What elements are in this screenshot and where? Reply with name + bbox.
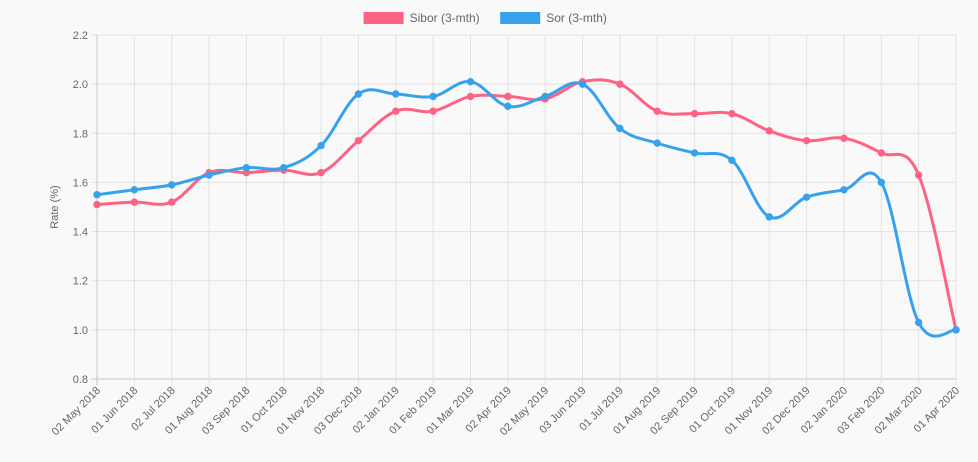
data-point-sor-3-mth: [167, 181, 176, 189]
data-point-sor-3-mth: [466, 77, 475, 86]
data-point-sor-3-mth: [205, 171, 213, 179]
data-point-sor-3-mth: [130, 186, 139, 194]
data-point-sor-3-mth: [765, 213, 773, 221]
data-point-sibor-3-mth: [690, 109, 699, 118]
data-point-sibor-3-mth: [914, 171, 923, 179]
series-line-sor-3-mth: [96, 80, 957, 338]
data-point-sibor-3-mth: [167, 198, 176, 206]
y-tick-label: 0.8: [73, 374, 88, 386]
data-point-sor-3-mth: [690, 149, 699, 157]
grid: [91, 34, 957, 385]
y-axis-title: Rate (%): [49, 185, 61, 228]
data-point-sibor-3-mth: [93, 200, 101, 209]
data-point-sibor-3-mth: [354, 136, 363, 145]
y-tick-label: 1.4: [73, 227, 88, 239]
data-point-sor-3-mth: [429, 92, 437, 101]
data-point-sor-3-mth: [802, 193, 811, 201]
data-point-sibor-3-mth: [765, 127, 773, 135]
data-point-sibor-3-mth: [728, 109, 736, 118]
series: [93, 77, 960, 338]
legend[interactable]: Sibor (3-mth) Sor (3-mth): [363, 11, 607, 25]
data-point-sor-3-mth: [728, 156, 736, 165]
data-point-sor-3-mth: [653, 139, 661, 147]
data-point-sor-3-mth: [877, 178, 886, 187]
data-point-sibor-3-mth: [877, 149, 886, 157]
data-point-sibor-3-mth: [653, 107, 661, 115]
data-point-sor-3-mth: [840, 186, 848, 194]
data-point-sibor-3-mth: [466, 92, 475, 101]
y-tick-label: 1.6: [73, 177, 88, 189]
data-point-sor-3-mth: [616, 124, 624, 133]
data-point-sor-3-mth: [504, 102, 512, 110]
data-point-sor-3-mth: [914, 318, 923, 327]
legend-item-sor-3-mth[interactable]: Sor (3-mth): [500, 11, 607, 25]
data-point-sor-3-mth: [952, 326, 960, 334]
data-point-sibor-3-mth: [802, 136, 811, 145]
data-point-sor-3-mth: [242, 163, 251, 172]
data-point-sibor-3-mth: [429, 107, 437, 115]
data-point-sor-3-mth: [392, 90, 400, 98]
legend-label: Sor (3-mth): [546, 11, 607, 25]
data-point-sibor-3-mth: [317, 168, 325, 177]
y-tick-label: 2.2: [73, 30, 88, 42]
legend-label: Sibor (3-mth): [410, 11, 480, 25]
y-tick-label: 2.0: [73, 79, 88, 91]
data-point-sibor-3-mth: [504, 92, 512, 101]
data-point-sor-3-mth: [354, 90, 363, 98]
data-point-sor-3-mth: [541, 92, 549, 101]
series-line-sibor-3-mth: [96, 78, 958, 331]
legend-swatch: [363, 12, 404, 24]
data-point-sibor-3-mth: [840, 134, 848, 142]
data-point-sor-3-mth: [93, 191, 101, 199]
data-point-sibor-3-mth: [616, 80, 624, 88]
y-tick-label: 1.8: [73, 128, 88, 140]
data-point-sor-3-mth: [317, 141, 325, 150]
y-tick-label: 1.0: [73, 325, 88, 337]
legend-item-sibor-3-mth[interactable]: Sibor (3-mth): [363, 11, 480, 25]
y-tick-label: 1.2: [73, 276, 88, 288]
data-point-sor-3-mth: [280, 163, 288, 172]
legend-swatch: [500, 12, 541, 24]
data-point-sibor-3-mth: [392, 107, 400, 115]
data-point-sibor-3-mth: [130, 198, 139, 206]
data-point-sor-3-mth: [578, 80, 587, 88]
